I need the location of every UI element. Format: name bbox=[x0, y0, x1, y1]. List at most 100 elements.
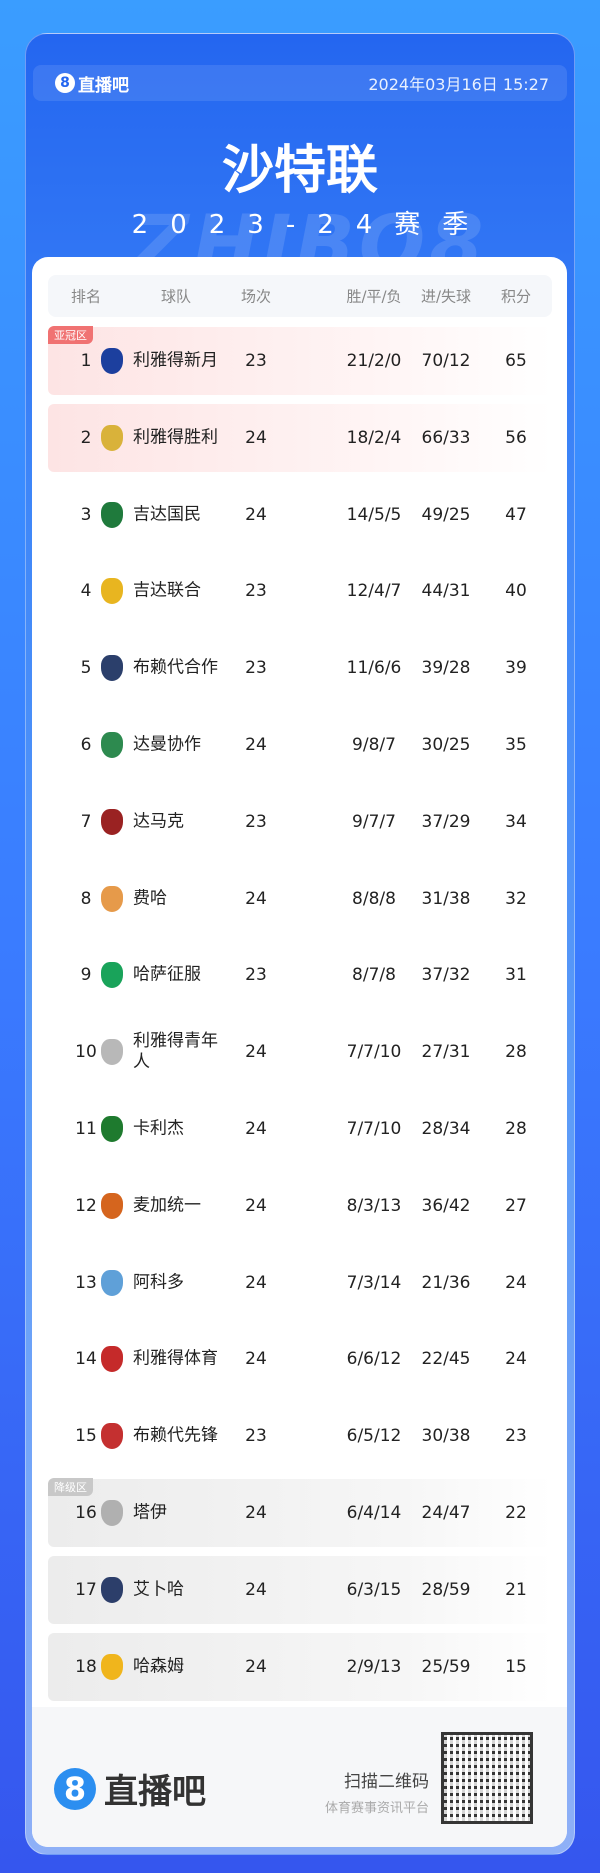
rank: 1 bbox=[80, 351, 92, 371]
team-name[interactable]: 阿科多 bbox=[133, 1272, 184, 1293]
team-name[interactable]: 麦加统一 bbox=[133, 1195, 201, 1216]
scan-qr-label: 扫描二维码 bbox=[344, 1772, 429, 1792]
team-name[interactable]: 卡利杰 bbox=[133, 1118, 184, 1139]
table-row[interactable]: 10 利雅得青年人 24 7/7/10 27/31 28 bbox=[48, 1018, 552, 1086]
table-row[interactable]: 17 艾卜哈 24 6/3/15 28/59 21 bbox=[48, 1555, 552, 1624]
team-logo-icon bbox=[101, 885, 123, 912]
col-wdl: 胜/平/负 bbox=[346, 287, 402, 306]
table-row[interactable]: 4 吉达联合 23 12/4/7 44/31 40 bbox=[48, 557, 552, 625]
table-row[interactable]: 8 费哈 24 8/8/8 31/38 32 bbox=[48, 865, 552, 933]
points: 22 bbox=[505, 1503, 527, 1523]
team-name[interactable]: 利雅得体育 bbox=[133, 1348, 218, 1369]
points: 24 bbox=[505, 1349, 527, 1370]
goals: 30/25 bbox=[421, 735, 471, 755]
team-logo-icon bbox=[101, 1423, 123, 1450]
col-rank: 排名 bbox=[70, 287, 102, 306]
goals: 24/47 bbox=[421, 1503, 471, 1523]
played: 24 bbox=[245, 735, 267, 755]
table-row[interactable]: 7 达马克 23 9/7/7 37/29 34 bbox=[48, 788, 552, 856]
wdl: 8/7/8 bbox=[352, 965, 396, 986]
wdl: 2/9/13 bbox=[346, 1656, 402, 1677]
goals: 37/32 bbox=[421, 965, 471, 986]
team-name[interactable]: 布赖代合作 bbox=[133, 657, 218, 678]
rank: 6 bbox=[80, 735, 92, 755]
team-name[interactable]: 利雅得新月 bbox=[133, 350, 218, 371]
table-row[interactable]: 降级区 16 塔伊 24 6/4/14 24/47 22 bbox=[48, 1478, 552, 1547]
wdl: 8/3/13 bbox=[346, 1195, 402, 1216]
goals: 28/34 bbox=[421, 1119, 471, 1139]
team-name[interactable]: 达马克 bbox=[133, 811, 184, 832]
goals: 49/25 bbox=[421, 504, 471, 525]
team-logo-icon bbox=[101, 808, 123, 835]
team-name[interactable]: 吉达联合 bbox=[133, 580, 201, 601]
played: 24 bbox=[245, 1272, 267, 1293]
played: 24 bbox=[245, 1503, 267, 1523]
team-logo-icon bbox=[101, 1192, 123, 1219]
table-row[interactable]: 9 哈萨征服 23 8/7/8 37/32 31 bbox=[48, 941, 552, 1009]
points: 21 bbox=[505, 1579, 527, 1600]
team-logo-icon bbox=[101, 424, 123, 451]
goals: 28/59 bbox=[421, 1579, 471, 1600]
team-logo-icon bbox=[101, 1039, 123, 1066]
played: 23 bbox=[245, 658, 267, 679]
played: 23 bbox=[245, 581, 267, 602]
played: 24 bbox=[245, 1656, 267, 1677]
footer: 8 直播吧 扫描二维码 体育赛事资讯平台 bbox=[32, 1707, 567, 1847]
team-logo-icon bbox=[101, 501, 123, 528]
played: 23 bbox=[245, 965, 267, 986]
table-row[interactable]: 18 哈森姆 24 2/9/13 25/59 15 bbox=[48, 1632, 552, 1701]
table-row[interactable]: 2 利雅得胜利 24 18/2/4 66/33 56 bbox=[48, 403, 552, 472]
goals: 31/38 bbox=[421, 888, 471, 909]
team-name[interactable]: 哈森姆 bbox=[133, 1656, 184, 1677]
table-row[interactable]: 3 吉达国民 24 14/5/5 49/25 47 bbox=[48, 481, 552, 549]
wdl: 18/2/4 bbox=[346, 427, 402, 448]
team-name[interactable]: 塔伊 bbox=[133, 1502, 167, 1523]
col-team: 球队 bbox=[160, 287, 192, 306]
table-row[interactable]: 12 麦加统一 24 8/3/13 36/42 27 bbox=[48, 1172, 552, 1240]
played: 24 bbox=[245, 1195, 267, 1216]
team-logo-icon bbox=[101, 1269, 123, 1296]
team-name[interactable]: 利雅得胜利 bbox=[133, 427, 218, 448]
team-name[interactable]: 利雅得青年人 bbox=[133, 1031, 218, 1073]
rank: 2 bbox=[80, 427, 92, 448]
goals: 30/38 bbox=[421, 1426, 471, 1447]
wdl: 9/7/7 bbox=[352, 811, 396, 832]
goals: 22/45 bbox=[421, 1349, 471, 1370]
team-logo-icon bbox=[101, 732, 123, 758]
wdl: 6/6/12 bbox=[346, 1349, 402, 1370]
rank: 12 bbox=[75, 1195, 97, 1216]
table-row[interactable]: 亚冠区 1 利雅得新月 23 21/2/0 70/12 65 bbox=[48, 326, 552, 395]
points: 56 bbox=[505, 427, 527, 448]
team-logo-icon bbox=[101, 1576, 123, 1603]
rank: 3 bbox=[80, 504, 92, 525]
table-row[interactable]: 14 利雅得体育 24 6/6/12 22/45 24 bbox=[48, 1325, 552, 1393]
table-row[interactable]: 6 达曼协作 24 9/8/7 30/25 35 bbox=[48, 711, 552, 779]
rank: 13 bbox=[75, 1272, 97, 1293]
team-name[interactable]: 艾卜哈 bbox=[133, 1579, 184, 1600]
brand-8-icon: 8 bbox=[55, 73, 75, 93]
table-row[interactable]: 15 布赖代先锋 23 6/5/12 30/38 23 bbox=[48, 1402, 552, 1470]
season-label: 2023-24赛季 bbox=[131, 210, 491, 240]
team-name[interactable]: 布赖代先锋 bbox=[133, 1425, 218, 1446]
wdl: 12/4/7 bbox=[346, 581, 402, 602]
team-logo-icon bbox=[101, 578, 123, 605]
rank: 17 bbox=[75, 1579, 97, 1600]
team-name[interactable]: 哈萨征服 bbox=[133, 964, 201, 985]
team-name[interactable]: 吉达国民 bbox=[133, 504, 201, 525]
rank: 15 bbox=[75, 1426, 97, 1447]
rank: 10 bbox=[75, 1042, 97, 1063]
qr-code[interactable] bbox=[441, 1732, 533, 1824]
page-title: 沙特联 bbox=[221, 141, 378, 201]
table-row[interactable]: 5 布赖代合作 23 11/6/6 39/28 39 bbox=[48, 634, 552, 702]
goals: 44/31 bbox=[421, 581, 471, 602]
team-name[interactable]: 费哈 bbox=[133, 888, 167, 909]
team-logo-icon bbox=[101, 1116, 123, 1142]
relegation-zone-badge: 降级区 bbox=[48, 1478, 93, 1496]
team-name[interactable]: 达曼协作 bbox=[133, 734, 201, 755]
wdl: 6/4/14 bbox=[346, 1503, 402, 1523]
col-played: 场次 bbox=[240, 287, 272, 306]
table-row[interactable]: 13 阿科多 24 7/3/14 21/36 24 bbox=[48, 1249, 552, 1317]
wdl: 6/5/12 bbox=[346, 1426, 402, 1447]
points: 47 bbox=[505, 504, 527, 525]
table-row[interactable]: 11 卡利杰 24 7/7/10 28/34 28 bbox=[48, 1095, 552, 1163]
